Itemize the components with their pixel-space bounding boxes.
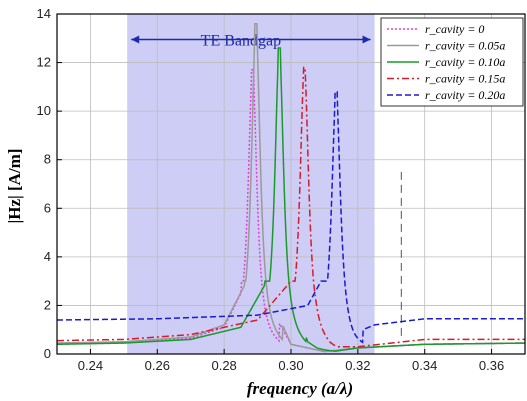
legend-label-2: r_cavity = 0.10a [425,55,505,69]
x-tick-label: 0.28 [211,358,236,373]
bandgap-label: TE Bandgap [201,33,281,50]
plot-area: TE Bandgap 0.24 0.26 0.28 0.30 0.32 0.34 0.36 0 2… [37,6,526,373]
bandgap-arrow-right-head [362,35,371,44]
legend-label-3: r_cavity = 0.15a [425,72,505,86]
y-axis-title: |Hz| [A/m] [5,149,24,224]
series-line-3 [56,66,525,348]
x-tick-label: 0.36 [479,358,504,373]
y-tick-label: 2 [44,297,51,312]
y-tick-label: 12 [37,55,51,70]
legend-label-1: r_cavity = 0.05a [425,39,505,53]
legend-label-4: r_cavity = 0.20a [425,88,505,102]
x-tick-label: 0.24 [78,358,103,373]
series-line-4 [56,90,525,344]
series-line-2 [56,47,526,352]
x-tick-label: 0.26 [145,358,170,373]
y-tick-label: 14 [37,6,51,21]
y-tick-label: 6 [44,200,51,215]
y-tick-label: 10 [37,103,51,118]
y-tick-label: 8 [44,152,51,167]
y-tick-label: 4 [44,249,51,264]
x-tick-label: 0.34 [412,358,437,373]
x-tick-label: 0.30 [278,358,303,373]
x-tick-label: 0.32 [345,358,370,373]
x-axis-title: frequency (a/λ) [247,379,353,398]
y-tick-label: 0 [44,346,51,361]
bandgap-arrow-left-head [131,35,140,44]
legend-label-0: r_cavity = 0 [425,22,484,36]
